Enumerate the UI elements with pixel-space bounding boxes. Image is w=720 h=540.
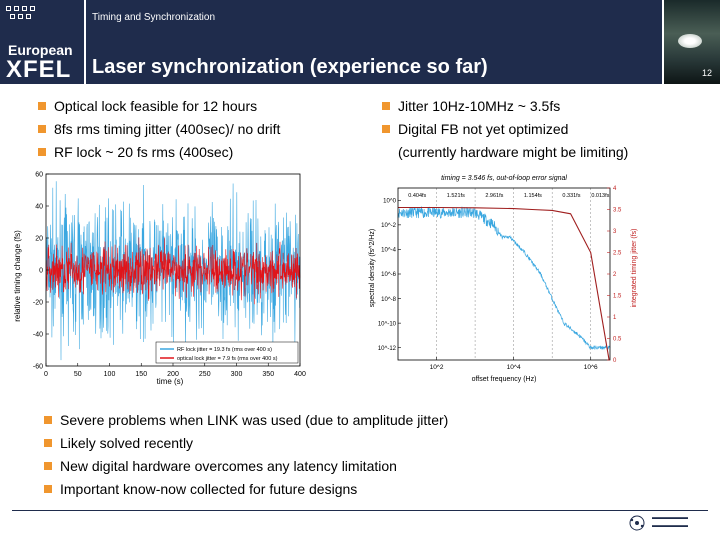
bullet-square-icon bbox=[382, 124, 390, 133]
y-tick-label-right: 4 bbox=[613, 186, 617, 192]
bullet-square-icon bbox=[382, 101, 390, 110]
helmholtz-logo: ▬▬▬▬▬▬ ▬▬▬▬▬▬ bbox=[652, 515, 688, 529]
legend-entry: RF lock jitter = 19.3 fs (rms over 400 s… bbox=[177, 347, 272, 353]
y-tick-label-left: 10^-6 bbox=[381, 272, 396, 278]
bottom-bullet-list: Severe problems when LINK was used (due … bbox=[44, 408, 448, 500]
y-tick-label-left: 10^0 bbox=[383, 198, 396, 204]
y-tick-label-left: 10^-12 bbox=[378, 346, 397, 352]
y-tick-label-right: 1 bbox=[613, 315, 617, 321]
y-tick-label: 40 bbox=[35, 204, 43, 211]
left-bullet-list: Optical lock feasible for 12 hours 8fs r… bbox=[38, 94, 280, 163]
slide-title: Laser synchronization (experience so far… bbox=[92, 56, 488, 78]
y-tick-label-right: 2.5 bbox=[613, 251, 622, 257]
bullet-item: Important know-now collected for future … bbox=[44, 477, 448, 500]
logo-line2: XFEL bbox=[6, 56, 72, 83]
y-tick-label: 60 bbox=[35, 172, 43, 179]
x-tick-label: 0 bbox=[44, 371, 48, 378]
bullet-square-icon bbox=[38, 147, 46, 156]
x-tick-label: 50 bbox=[74, 371, 82, 378]
xfel-logo: European XFEL bbox=[0, 0, 84, 84]
bullet-square-icon bbox=[38, 124, 46, 133]
band-label: 1.154fs bbox=[524, 193, 542, 199]
x-tick-label: 400 bbox=[294, 371, 306, 378]
x-tick-label: 300 bbox=[231, 371, 243, 378]
band-label: 0.013fs bbox=[591, 193, 609, 199]
header-subtitle: Timing and Synchronization bbox=[92, 12, 216, 23]
timing-jitter-chart: relative timing change (fs) time (s) 0 50… bbox=[12, 166, 312, 388]
y-tick-label: -40 bbox=[33, 332, 43, 339]
bullet-item: 8fs rms timing jitter (400sec)/ no drift bbox=[38, 117, 280, 140]
x-tick-label: 10^4 bbox=[507, 364, 521, 371]
x-tick-label: 10^2 bbox=[430, 364, 444, 371]
bullet-square-icon bbox=[44, 438, 52, 447]
y-tick-label-left: 10^-10 bbox=[378, 321, 397, 327]
y-tick-label: 0 bbox=[39, 268, 43, 275]
bullet-continuation: (currently hardware might be limiting) bbox=[398, 143, 629, 160]
bullet-item: Severe problems when LINK was used (due … bbox=[44, 408, 448, 431]
right-bullet-list: Jitter 10Hz-10MHz ~ 3.5fs Digital FB not… bbox=[382, 94, 628, 163]
bullet-square-icon bbox=[44, 415, 52, 424]
header-photo: 12 bbox=[664, 0, 720, 84]
x-tick-label: 10^6 bbox=[584, 364, 598, 371]
bullet-item: Likely solved recently bbox=[44, 431, 448, 454]
band-label: 0.404fs bbox=[408, 193, 426, 199]
legend-entry: optical lock jitter = 7.9 fs (rms over 4… bbox=[177, 356, 278, 362]
bullet-item: RF lock ~ 20 fs rms (400sec) bbox=[38, 140, 280, 163]
y-tick-label-right: 0.5 bbox=[613, 337, 622, 343]
band-label: 1.521fs bbox=[447, 193, 465, 199]
y-axis-label-left: spectral density (fs^2/Hz) bbox=[369, 229, 376, 307]
y-tick-label-right: 0 bbox=[613, 358, 617, 364]
x-tick-label: 200 bbox=[167, 371, 179, 378]
series-line-integrated-jitter bbox=[398, 206, 610, 361]
y-axis-label: relative timing change (fs) bbox=[13, 230, 22, 322]
y-tick-label-right: 3.5 bbox=[613, 208, 622, 214]
spectral-density-chart: timing = 3.546 fs, out-of-loop error sig… bbox=[368, 168, 640, 386]
band-label: 0.331fs bbox=[562, 193, 580, 199]
y-tick-label-left: 10^-4 bbox=[381, 248, 396, 254]
bullet-square-icon bbox=[44, 461, 52, 470]
series-line-optical-lock bbox=[45, 237, 301, 305]
y-tick-label: -60 bbox=[33, 364, 43, 371]
x-tick-label: 100 bbox=[104, 371, 116, 378]
header-bar: Timing and Synchronization Laser synchro… bbox=[86, 0, 662, 84]
page-number: 12 bbox=[701, 68, 712, 78]
y-tick-label-left: 10^-8 bbox=[381, 297, 396, 303]
bullet-square-icon bbox=[44, 484, 52, 493]
logo-line1: European bbox=[8, 42, 73, 58]
y-tick-label-right: 3 bbox=[613, 229, 617, 235]
y-tick-label-right: 1.5 bbox=[613, 294, 622, 300]
bullet-item: Jitter 10Hz-10MHz ~ 3.5fs bbox=[382, 94, 628, 117]
y-tick-label-right: 2 bbox=[613, 272, 617, 278]
x-tick-label: 350 bbox=[262, 371, 274, 378]
bullet-square-icon bbox=[38, 101, 46, 110]
y-tick-label: -20 bbox=[33, 300, 43, 307]
y-tick-label: 20 bbox=[35, 236, 43, 243]
x-tick-label: 150 bbox=[135, 371, 147, 378]
bullet-item: Optical lock feasible for 12 hours bbox=[38, 94, 280, 117]
atom-logo-icon bbox=[629, 515, 645, 531]
chart-title: timing = 3.546 fs, out-of-loop error sig… bbox=[441, 175, 567, 182]
bullet-item: New digital hardware overcomes any laten… bbox=[44, 454, 448, 477]
x-tick-label: 250 bbox=[199, 371, 211, 378]
legend-box bbox=[155, 341, 299, 364]
y-axis-label-right: integrated timing jitter (fs) bbox=[631, 229, 638, 308]
footer-divider bbox=[12, 510, 708, 511]
band-label: 2.961fs bbox=[485, 193, 503, 199]
logo-grid-icon bbox=[6, 6, 36, 36]
lamp-image bbox=[678, 34, 702, 48]
y-tick-label-left: 10^-2 bbox=[381, 223, 396, 229]
bullet-item: Digital FB not yet optimized bbox=[382, 117, 628, 140]
x-axis-label: offset frequency (Hz) bbox=[472, 376, 537, 383]
x-axis-label: time (s) bbox=[157, 377, 184, 386]
